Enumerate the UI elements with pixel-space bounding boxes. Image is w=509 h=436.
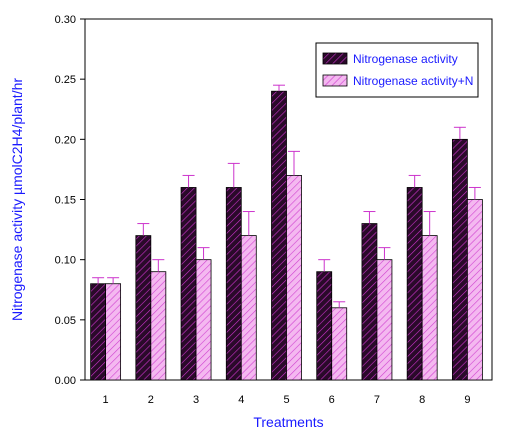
bar-series-2 [150,271,167,381]
y-tick-label: 0.00 [55,375,76,387]
x-axis-title: Treatments [253,414,323,430]
legend-label-series-2: Nitrogenase activity+N [353,74,473,88]
x-tick-label: 2 [148,394,154,406]
legend: Nitrogenase activity Nitrogenase activit… [315,42,479,98]
bar-series-2 [105,283,122,381]
x-tick-label: 9 [464,394,470,406]
legend-swatch-series-1 [322,52,348,65]
y-tick-label: 0.05 [55,315,76,327]
bar-series-1 [361,223,378,381]
x-tick-label: 1 [103,394,109,406]
bar-series-2 [331,307,348,381]
y-axis-title: Nitrogenase activity µmolC2H4/plant/hr [9,78,25,321]
y-tick-label: 0.25 [55,74,76,86]
bars-group [90,90,483,381]
bar-series-1 [451,138,468,381]
x-tick-label: 7 [374,394,380,406]
x-tick-label: 3 [193,394,199,406]
y-tick-label: 0.20 [55,134,76,146]
x-tick-label: 8 [419,394,425,406]
y-tick-label: 0.15 [55,195,76,207]
bar-series-1 [316,271,333,381]
x-tick-label: 6 [329,394,335,406]
x-tick-label: 5 [283,394,289,406]
y-tick-label: 0.30 [55,14,76,26]
bar-series-1 [406,187,423,381]
bar-series-2 [195,259,212,381]
bar-series-1 [271,90,287,381]
bar-series-1 [225,187,242,381]
error-bars-group [92,84,481,308]
y-tick-label: 0.10 [55,255,76,267]
legend-swatch-series-2 [322,74,348,87]
y-axis: 0.00 0.05 0.10 0.15 0.20 0.25 0.30 [55,14,85,387]
x-tick-label: 4 [238,394,244,406]
bar-series-2 [421,235,438,381]
bar-series-2 [466,199,483,381]
bar-series-1 [180,187,197,381]
bar-series-1 [135,235,152,381]
bar-series-2 [240,235,257,381]
bar-series-2 [286,175,302,381]
legend-label-series-1: Nitrogenase activity [353,52,458,66]
bar-series-1 [90,283,107,381]
bar-series-2 [376,259,393,381]
x-axis: 1 2 3 4 5 6 7 8 9 [103,394,471,406]
legend-frame [315,42,479,98]
